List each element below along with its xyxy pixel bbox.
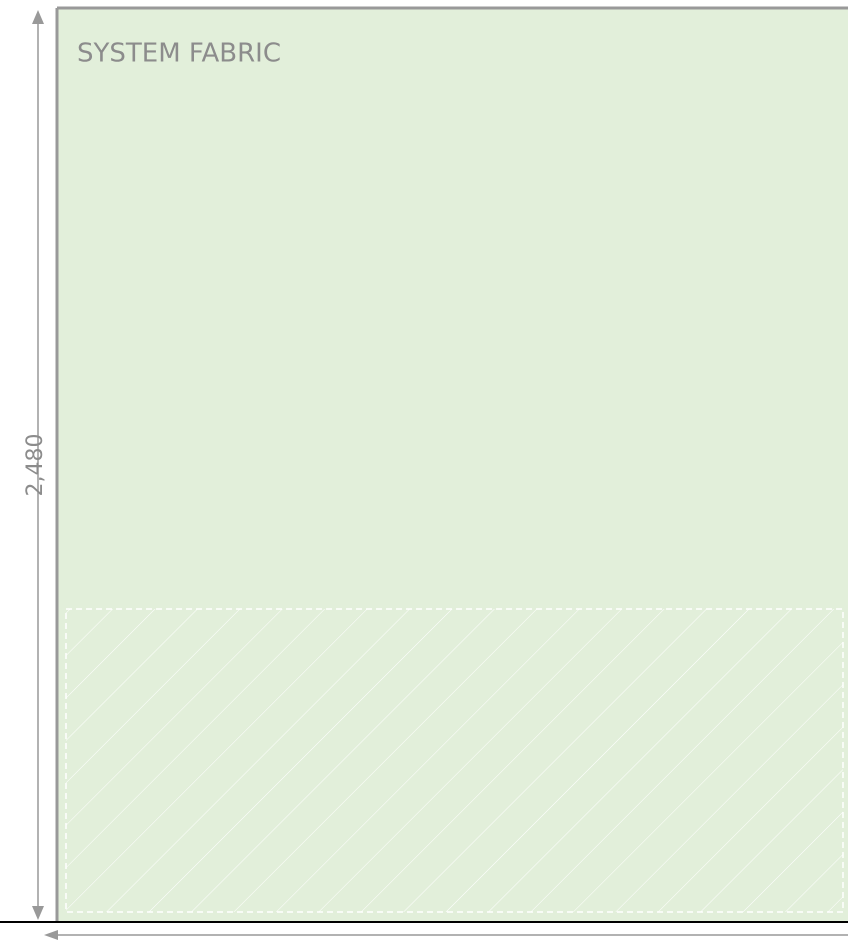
dimension-label: 2,480 — [23, 434, 48, 497]
horizontal-dimension-arrow — [44, 930, 58, 940]
fabric-title: SYSTEM FABRIC — [77, 39, 281, 69]
hatched-region — [65, 608, 844, 913]
dimension-arrow-bottom — [32, 906, 44, 920]
dimension-arrow-top — [32, 10, 44, 24]
